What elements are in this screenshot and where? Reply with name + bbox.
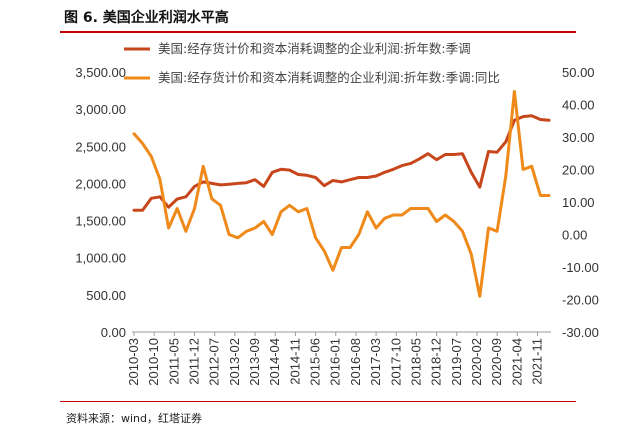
y-left-tick-label: 2,000.00	[75, 176, 126, 191]
y-right-tick-label: 50.00	[562, 65, 595, 80]
x-tick-label: 2010-10	[146, 338, 161, 386]
x-tick-label: 2017-10	[388, 338, 403, 386]
y-left-tick-label: 1,000.00	[75, 251, 126, 266]
x-tick-label: 2020-02	[469, 338, 484, 386]
axes: 0.00 500.00 1,000.00 1,500.00 2,000.00 2,500.…	[75, 65, 598, 386]
series-line-profit	[132, 114, 551, 212]
legend: 美国:经存货计价和资本消耗调整的企业利润:折年数:季调 美国:经存货计价和资本消…	[124, 41, 500, 85]
legend-label-profit: 美国:经存货计价和资本消耗调整的企业利润:折年数:季调	[158, 41, 471, 56]
y-right-tick-label: 0.00	[562, 228, 587, 243]
title-divider	[60, 31, 576, 33]
y-left-tick-label: 3,500.00	[75, 65, 126, 80]
x-tick-label: 2011-12	[187, 338, 202, 385]
x-tick-label: 2011-05	[166, 338, 181, 385]
x-tick-label: 2016-08	[348, 338, 363, 386]
x-tick-label: 2019-07	[449, 338, 464, 386]
y-right-tick-label: 30.00	[562, 130, 595, 145]
x-tick-label: 2014-04	[267, 338, 282, 386]
y-left-tick-label: 0.00	[101, 325, 126, 340]
y-right-tick-label: 40.00	[562, 98, 595, 113]
source-note: 资料来源：wind，红塔证券	[66, 412, 203, 425]
legend-label-yoy: 美国:经存货计价和资本消耗调整的企业利润:折年数:季调:同比	[158, 70, 500, 85]
x-tick-label: 2010-03	[126, 338, 141, 386]
y-right-tick-label: 10.00	[562, 195, 595, 210]
x-tick-label: 2018-12	[429, 338, 444, 386]
y-right-tick-label: -10.00	[562, 260, 599, 275]
x-tick-label: 2013-02	[227, 338, 242, 386]
y-left-tick-label: 1,500.00	[75, 214, 126, 229]
x-tick-label: 2015-06	[308, 338, 323, 386]
x-tick-label: 2013-09	[247, 338, 262, 386]
footer-divider	[60, 401, 576, 402]
plot-area	[132, 90, 551, 298]
x-tick-label: 2014-11	[287, 338, 302, 385]
x-tick-label: 2012-07	[207, 338, 222, 386]
y-right-tick-label: -20.00	[562, 293, 599, 308]
x-tick-label: 2016-01	[328, 338, 343, 386]
series-line-yoy	[132, 90, 551, 298]
y-left-tick-label: 3,000.00	[75, 102, 126, 117]
y-left-tick-label: 500.00	[86, 288, 126, 303]
x-tick-label: 2021-11	[529, 338, 544, 385]
x-tick-label: 2021-04	[509, 338, 524, 386]
y-right-tick-label: 20.00	[562, 163, 595, 178]
y-right-tick-label: -30.00	[562, 325, 599, 340]
y-left-tick-label: 2,500.00	[75, 139, 126, 154]
x-tick-label: 2018-05	[408, 338, 423, 386]
x-tick-label: 2020-09	[489, 338, 504, 386]
chart-title: 图 6. 美国企业利润水平高	[64, 10, 229, 26]
x-tick-label: 2017-03	[368, 338, 383, 386]
